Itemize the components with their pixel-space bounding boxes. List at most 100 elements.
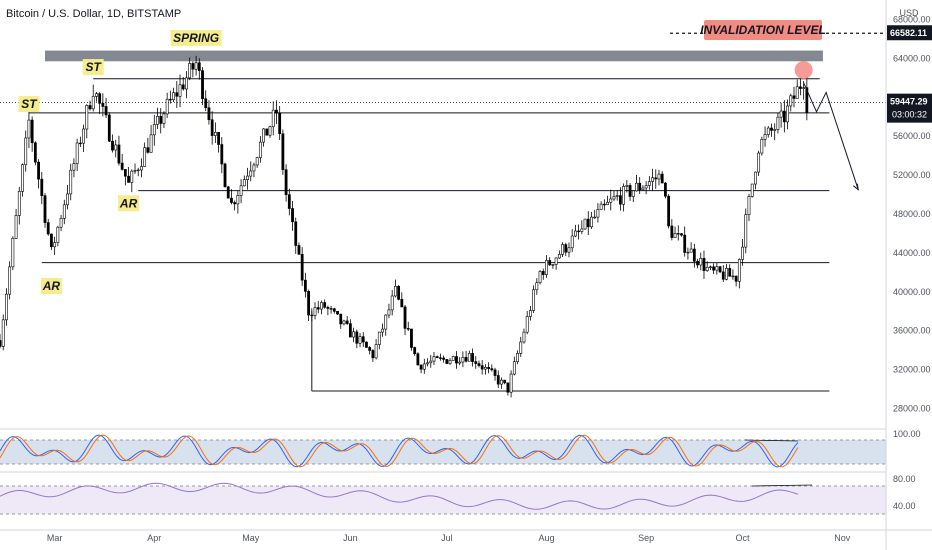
x-tick-label: Sep	[638, 533, 654, 543]
candle-body	[490, 368, 494, 371]
candle-body	[265, 128, 269, 136]
x-tick-label: Apr	[147, 533, 161, 543]
candle-body	[683, 234, 687, 253]
candle-body	[667, 195, 671, 227]
candle-body	[609, 198, 613, 203]
candle-body	[686, 251, 690, 254]
candle-body	[647, 181, 651, 186]
candle-body	[805, 87, 809, 113]
projection-line	[803, 82, 859, 190]
candle-body	[525, 316, 529, 333]
annotation-label: ST	[21, 97, 38, 111]
rsi-arrow	[751, 484, 813, 487]
candle-body	[586, 218, 590, 228]
candle-body	[770, 127, 773, 131]
candle-body	[509, 373, 513, 393]
candle-body	[477, 363, 481, 366]
candle-body	[323, 302, 327, 308]
candle-body	[133, 170, 137, 172]
candle-body	[728, 268, 732, 277]
candle-body	[792, 95, 796, 99]
candle-body	[104, 106, 108, 116]
candle-body	[56, 226, 60, 243]
candle-body	[464, 357, 468, 362]
candle-body	[197, 62, 201, 71]
candle-body	[278, 112, 282, 135]
candle-body	[336, 311, 339, 315]
candle-body	[352, 331, 356, 338]
x-tick-label: Jul	[441, 533, 453, 543]
candle-body	[416, 353, 420, 366]
y-tick-label: 52000.00	[893, 170, 931, 180]
time-axis: Mar Apr May Jun Jul Aug Sep Oct Nov	[47, 533, 851, 543]
candle-body	[165, 98, 169, 115]
y-tick-label: 32000.00	[893, 365, 931, 375]
candle-body	[1, 319, 5, 347]
candle-body	[194, 62, 198, 70]
candle-body	[625, 185, 629, 187]
candle-body	[33, 142, 37, 163]
candle-body	[178, 84, 182, 97]
candle-body	[72, 163, 76, 171]
candle-body	[85, 105, 89, 130]
candle-body	[95, 93, 98, 97]
candle-body	[37, 161, 40, 180]
candle-body	[638, 182, 642, 191]
candle-body	[156, 115, 159, 125]
x-tick-label: Aug	[538, 533, 554, 543]
annotation-bg	[170, 29, 222, 46]
candle-body	[426, 362, 429, 365]
candle-body	[294, 221, 298, 246]
candle-body	[692, 248, 696, 262]
candle-body	[69, 169, 73, 195]
candle-body	[467, 353, 471, 362]
candle-body	[75, 142, 79, 164]
annotation-bg	[40, 277, 62, 294]
candle-body	[393, 285, 397, 297]
x-tick-label: May	[242, 533, 260, 543]
candle-body	[168, 98, 172, 101]
candle-body	[438, 357, 442, 359]
candle-body	[397, 285, 401, 300]
candle-body	[754, 171, 757, 185]
candle-body	[143, 147, 147, 167]
candle-body	[21, 164, 24, 192]
candle-body	[136, 169, 140, 172]
candle-body	[419, 364, 423, 370]
axis-currency-label: USD	[899, 8, 919, 18]
candle-body	[583, 218, 587, 230]
candle-body	[644, 185, 648, 189]
countdown-label: 03:00:32	[892, 110, 927, 120]
candle-body	[541, 271, 545, 275]
annotation-label: AR	[119, 196, 138, 210]
candle-body	[17, 191, 21, 216]
candle-body	[628, 185, 632, 197]
candle-body	[329, 308, 333, 310]
candle-body	[612, 196, 616, 200]
candle-body	[249, 170, 253, 177]
candle-body	[564, 244, 568, 253]
candle-body	[474, 361, 478, 364]
candle-body	[130, 170, 134, 183]
candle-body	[782, 110, 786, 123]
candle-body	[120, 162, 124, 170]
wyckoff-annotations: ST ST SPRING AR AR	[18, 29, 813, 294]
y-tick-label: 48000.00	[893, 209, 931, 219]
candle-body	[91, 96, 95, 110]
candle-body	[606, 201, 609, 205]
candle-body	[236, 195, 240, 205]
candle-body	[46, 222, 50, 235]
candle-body	[78, 142, 82, 145]
candle-body	[458, 361, 462, 364]
candle-body	[374, 344, 378, 359]
candle-body	[493, 369, 497, 376]
candle-body	[413, 347, 417, 354]
last-price-label: 59447.29	[890, 97, 928, 107]
candle-body	[310, 314, 314, 317]
candle-body	[271, 109, 275, 128]
candle-body	[123, 169, 127, 177]
candle-body	[8, 266, 12, 295]
candle-body	[300, 253, 304, 281]
